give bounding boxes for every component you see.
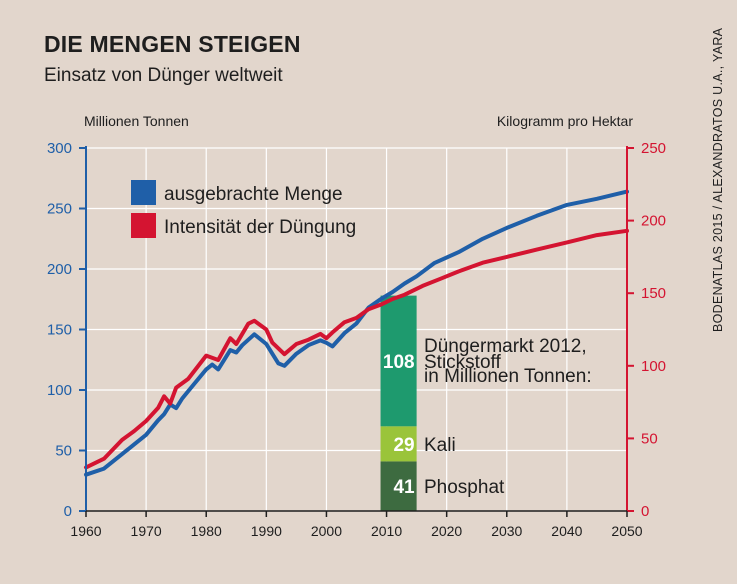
x-tick-label: 2010 xyxy=(371,523,402,539)
market-labels: Düngermarkt 2012, in Millionen Tonnen: 41 P… xyxy=(383,336,592,498)
x-tick-label: 1970 xyxy=(131,523,162,539)
left-axis-unit: Millionen Tonnen xyxy=(84,113,189,129)
market-value-stickstoff: 108 xyxy=(383,352,415,373)
left-tick-label: 150 xyxy=(47,322,72,339)
market-label-kali: Kali xyxy=(424,435,456,456)
left-tick-label: 300 xyxy=(47,140,72,157)
left-tick-label: 0 xyxy=(64,503,72,520)
series-lines xyxy=(84,189,629,477)
market-segment-stickstoff xyxy=(380,295,417,427)
right-tick-label: 250 xyxy=(641,140,666,157)
x-tick-label: 2020 xyxy=(431,523,462,539)
market-value-kali: 29 xyxy=(393,435,414,456)
x-tick-label: 2040 xyxy=(551,523,582,539)
x-tick-label: 1980 xyxy=(191,523,222,539)
x-tick-label: 2000 xyxy=(311,523,342,539)
right-tick-label: 150 xyxy=(641,285,666,302)
chart-title: DIE MENGEN STEIGEN xyxy=(44,31,301,57)
left-tick-label: 50 xyxy=(55,443,72,460)
legend: ausgebrachte Menge Intensität der Düngung xyxy=(131,180,356,238)
x-tick-label: 1960 xyxy=(70,523,101,539)
legend-label: ausgebrachte Menge xyxy=(164,184,343,205)
left-tick-label: 100 xyxy=(47,382,72,399)
left-tick-label: 250 xyxy=(47,201,72,218)
right-tick-label: 0 xyxy=(641,503,649,520)
right-tick-label: 200 xyxy=(641,213,666,230)
series-line-menge xyxy=(84,189,629,477)
legend-swatch xyxy=(131,213,156,238)
market-segment-kali xyxy=(380,426,417,462)
market-segment-phosphat xyxy=(380,461,417,511)
right-tick-label: 50 xyxy=(641,430,658,447)
market-stacked-bar xyxy=(380,295,417,511)
right-tick-label: 100 xyxy=(641,358,666,375)
right-axis-unit: Kilogramm pro Hektar xyxy=(496,113,633,129)
market-title: Düngermarkt 2012, xyxy=(424,336,587,357)
x-tick-label: 1990 xyxy=(251,523,282,539)
market-subtitle: in Millionen Tonnen: xyxy=(424,366,592,387)
market-value-phosphat: 41 xyxy=(393,477,415,498)
market-label-stickstoff: Stickstoff xyxy=(424,352,501,373)
series-line-intensitaet xyxy=(84,228,629,470)
chart-subtitle: Einsatz von Dünger weltweit xyxy=(44,65,283,86)
market-label-phosphat: Phosphat xyxy=(424,477,505,498)
left-tick-label: 200 xyxy=(47,261,72,278)
legend-label: Intensität der Düngung xyxy=(164,217,356,238)
x-tick-label: 2050 xyxy=(611,523,642,539)
legend-swatch xyxy=(131,180,156,205)
x-tick-label: 2030 xyxy=(491,523,522,539)
axes: 0 50 100 150 200 250 300 0 50 100 150 200 250 1960 197… xyxy=(47,140,666,539)
